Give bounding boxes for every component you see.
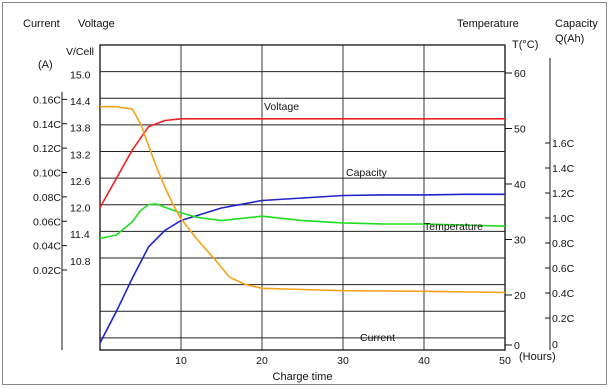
capacity-tick-label: 0.2C [552,313,575,325]
temperature-tick-label: 60 [514,68,526,80]
capacity-tick-label: 0.4C [552,288,575,300]
series-line-current [100,105,506,294]
temperature-tick-label: 40 [514,179,526,191]
voltage-axis-title: Voltage [78,18,115,30]
current-tick-label: 0.14C [33,119,61,131]
capacity-tick-label: 0.6C [552,263,575,275]
x-tick-label: 20 [256,355,268,367]
voltage-axis-unit: V/Cell [66,46,94,58]
annotation-current: Current [360,332,395,344]
x-tick-label: 30 [337,355,349,367]
temperature-axis-unit: T(°C) [512,39,538,51]
temperature-tick-label: 50 [514,124,526,136]
voltage-tick-label: 11.4 [70,229,90,241]
capacity-tick-label: 1.0C [552,213,575,225]
series-line-capacity [99,193,505,344]
plot-area [99,44,506,351]
voltage-tick-label: 12.6 [70,176,91,188]
current-tick-label: 0.06C [33,216,61,228]
current-axis-title: Current [23,18,60,30]
x-axis-title: Charge time [273,371,333,383]
current-tick-label: 0.12C [33,143,61,155]
voltage-tick-label: 13.8 [70,123,91,135]
temperature-tick-label: 0 [514,340,520,352]
capacity-tick-label: 1.6C [552,138,575,150]
capacity-axis-unit: Q(Ah) [555,33,584,45]
x-tick-label: 40 [418,355,430,367]
voltage-tick-label: 14.4 [70,96,91,108]
voltage-tick-label: 10.8 [70,256,91,268]
current-axis-unit: (A) [38,59,53,71]
current-tick-label: 0.08C [33,192,61,204]
voltage-tick-label: 12.0 [70,203,91,215]
capacity-zero-label: 0 [552,339,558,351]
annotation-capacity: Capacity [346,167,388,179]
voltage-tick-label: 15.0 [70,69,91,81]
capacity-tick-label: 1.4C [552,163,575,175]
current-tick-label: 0.10C [33,168,61,180]
temperature-tick-label: 20 [514,290,526,302]
capacity-axis-title: Capacity [555,18,598,30]
x-tick-label: 10 [175,355,187,367]
voltage-tick-label: 13.2 [70,149,91,161]
x-unit-label: (Hours) [519,351,556,363]
current-tick-label: 0.02C [33,265,61,277]
current-tick-label: 0.16C [33,94,61,106]
temperature-tick-label: 30 [514,235,526,247]
current-tick-label: 0.04C [33,241,61,253]
annotation-voltage: Voltage [264,101,299,113]
capacity-tick-label: 0.8C [552,238,575,250]
capacity-tick-label: 1.2C [552,188,575,200]
x-tick-label: 50 [499,355,511,367]
chart-frame [2,2,607,385]
temperature-axis-title: Temperature [457,18,519,30]
annotation-temperature: Temperature [424,221,483,233]
series-line-voltage [99,118,505,208]
series-line-temperature [99,203,506,240]
